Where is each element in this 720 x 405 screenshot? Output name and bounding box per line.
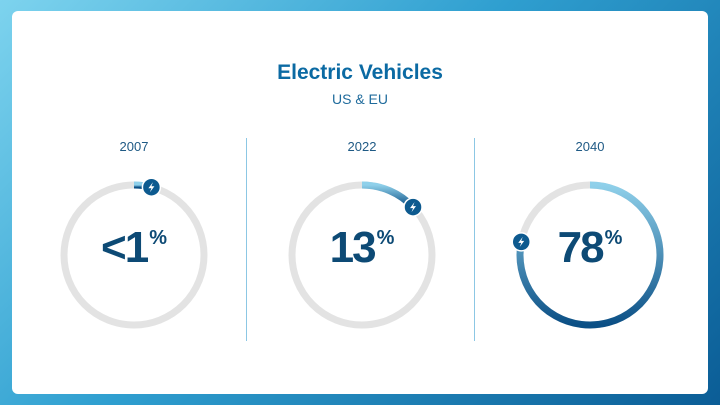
- percent-sign: %: [149, 227, 167, 249]
- gauge: <1%: [20, 167, 248, 337]
- column-divider-1: [246, 138, 247, 341]
- gauge-progress-arc: [516, 181, 664, 329]
- gauge-value-number: 13: [329, 223, 377, 272]
- percent-sign: %: [604, 227, 623, 249]
- gauge-column-2022: 2022 13%: [248, 139, 476, 337]
- chart-title: Electric Vehicles: [277, 61, 443, 84]
- gauge-ring: [511, 181, 664, 329]
- column-divider-2: [474, 138, 475, 341]
- gauge-column-2007: 2007 <1%: [20, 139, 248, 337]
- gauge-ring: [60, 177, 208, 329]
- gauge-ring: [288, 181, 436, 329]
- year-label: 2007: [119, 139, 149, 154]
- gauge-value-number: <1: [101, 223, 149, 272]
- lightning-bolt-icon: [511, 232, 531, 252]
- lightning-bolt-icon: [403, 197, 423, 217]
- year-label: 2022: [347, 139, 377, 154]
- percent-sign: %: [376, 227, 395, 249]
- gauge: 13%: [248, 167, 476, 337]
- gauge-value: 13%: [248, 223, 476, 273]
- gauge-column-2040: 2040 78%: [476, 139, 704, 337]
- lightning-bolt-icon: [141, 177, 162, 197]
- gauge-value-number: 78: [557, 223, 605, 272]
- slide-card: Electric Vehicles US & EU 2007 <1% 2022 …: [12, 11, 708, 394]
- gauge-value: 78%: [476, 223, 704, 273]
- chart-subtitle: US & EU: [331, 91, 388, 107]
- year-label: 2040: [575, 139, 605, 154]
- gauge-value: <1%: [20, 223, 248, 273]
- gauge: 78%: [476, 167, 704, 337]
